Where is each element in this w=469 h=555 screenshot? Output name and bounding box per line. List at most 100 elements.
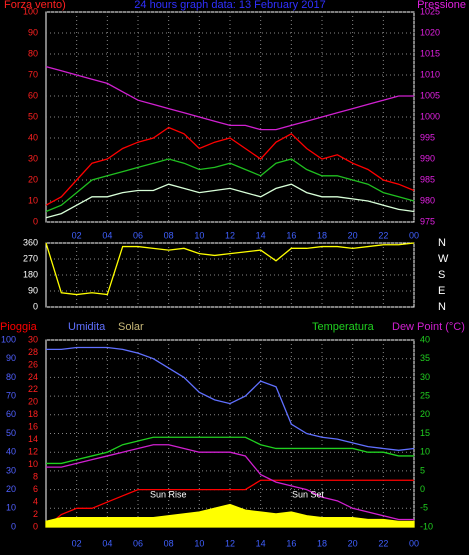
x-tick-label: 06 [133,230,143,240]
y3-tick-label: 8 [33,472,38,482]
y2-tick-label: 1010 [420,69,440,79]
series-line [45,242,415,296]
y2-tick-label: W [438,253,449,265]
y3-tick-label: 4 [33,496,38,506]
y2-tick-label: 1020 [420,27,440,37]
y2-tick-label: 980 [420,195,435,205]
y2-tick-label: -5 [420,503,428,513]
y-tick-label: 40 [6,447,16,457]
y3-tick-label: 10 [28,459,38,469]
series-line [45,158,415,213]
y-tick-label: 80 [28,48,38,58]
y2-tick-label: N [438,237,446,249]
series-line [45,65,414,131]
y3-tick-label: 28 [28,347,38,357]
y-tick-label: 360 [23,237,38,247]
y-tick-label: 50 [6,428,16,438]
y2-tick-label: 1025 [420,6,440,16]
y-tick-label: 70 [28,69,38,79]
x-tick-label: 22 [378,538,388,548]
y-tick-label: 90 [6,353,16,363]
y3-tick-label: 2 [33,509,38,519]
y3-tick-label: 12 [28,447,38,457]
x-tick-label: 04 [102,230,112,240]
x-tick-label: 16 [286,538,296,548]
x-tick-label: 10 [194,230,204,240]
annotation: Sun Rise [150,489,187,499]
y3-tick-label: 24 [28,372,38,382]
x-tick-label: 02 [72,230,82,240]
y-tick-label: 40 [28,132,38,142]
y-tick-label: 20 [6,484,16,494]
series-line [46,346,415,451]
y-tick-label: 100 [23,6,38,16]
y-tick-label: 90 [28,27,38,37]
y2-tick-label: 10 [420,447,430,457]
y2-tick-label: N [438,301,446,313]
y-tick-label: 10 [6,503,16,513]
y-tick-label: 70 [6,390,16,400]
y-tick-label: 20 [28,174,38,184]
y2-tick-label: 30 [420,372,430,382]
y2-tick-label: 5 [420,465,425,475]
legend-entry: Pioggia [0,321,38,333]
y2-tick-label: 25 [420,390,430,400]
y-tick-label: 10 [28,195,38,205]
y2-tick-label: 35 [420,353,430,363]
y-tick-label: 30 [28,153,38,163]
x-tick-label: 14 [256,538,266,548]
x-tick-label: 02 [72,538,82,548]
y2-tick-label: 990 [420,153,435,163]
series-line [46,436,414,465]
legend-entry: Solar [118,321,144,333]
legend-entry: Umidita [68,321,106,333]
y-tick-label: 0 [11,521,16,531]
y3-tick-label: 26 [28,359,38,369]
y2-tick-label: 40 [420,334,430,344]
x-tick-label: 08 [164,538,174,548]
y2-tick-label: 1000 [420,111,440,121]
x-tick-label: 10 [194,538,204,548]
x-tick-label: 00 [409,230,419,240]
y3-tick-label: 30 [28,334,38,344]
y2-tick-label: 1005 [420,90,440,100]
solar-area [45,503,415,528]
y-tick-label: 60 [6,409,16,419]
annotation: Sun Set [292,489,325,499]
series-line [45,479,414,528]
y-tick-label: 0 [33,301,38,311]
y3-tick-label: 22 [28,384,38,394]
x-tick-label: 18 [317,538,327,548]
y-tick-label: 90 [28,285,38,295]
series-line [45,183,415,219]
series-line [46,444,414,521]
x-tick-label: 20 [348,538,358,548]
x-tick-label: 08 [164,230,174,240]
x-tick-label: 12 [225,230,235,240]
y2-tick-label: 15 [420,428,430,438]
y3-tick-label: 18 [28,409,38,419]
x-tick-label: 00 [409,538,419,548]
chart-title: 24 hours graph data: 13 February 2017 [134,0,325,11]
y2-tick-label: 995 [420,132,435,142]
y2-tick-label: 985 [420,174,435,184]
y2-tick-label: 0 [420,484,425,494]
x-tick-label: 12 [225,538,235,548]
legend-entry: Dew Point (°C) [392,321,465,333]
y3-tick-label: 0 [33,521,38,531]
y2-tick-label: 1015 [420,48,440,58]
x-tick-label: 14 [256,230,266,240]
y-tick-label: 30 [6,465,16,475]
y2-axis-title: Pressione [417,0,466,11]
y2-tick-label: 20 [420,409,430,419]
y3-tick-label: 20 [28,397,38,407]
x-tick-label: 16 [286,230,296,240]
y-tick-label: 100 [1,334,16,344]
y2-tick-label: E [438,285,445,297]
y-tick-label: 50 [28,111,38,121]
y3-tick-label: 16 [28,422,38,432]
y-axis-title: Forza vento) [4,0,66,11]
y2-tick-label: S [438,269,445,281]
y3-tick-label: 6 [33,484,38,494]
